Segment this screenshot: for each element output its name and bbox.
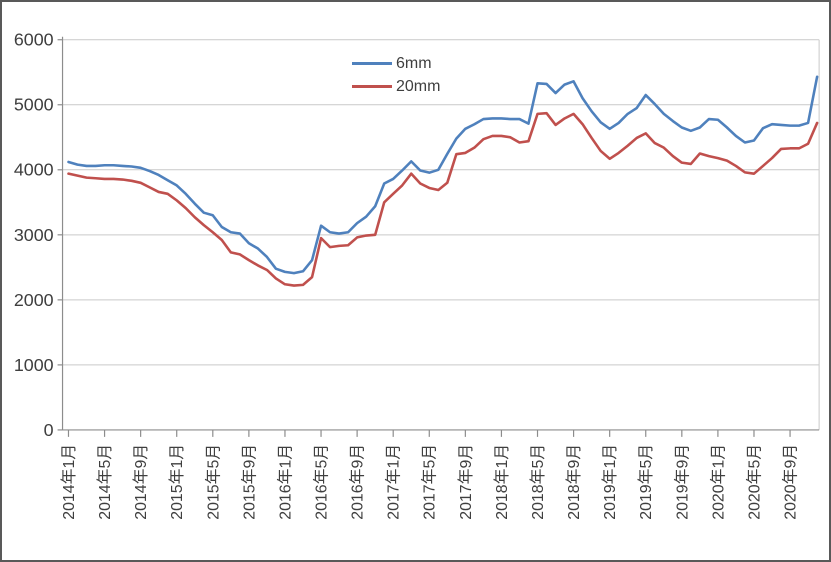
y-tick-label: 2000 <box>14 290 54 310</box>
y-tick-label: 1000 <box>14 355 54 375</box>
x-tick-label: 2017年1月 <box>385 444 403 520</box>
legend-item-6mm: 6mm <box>352 52 440 75</box>
x-tick-label: 2014年5月 <box>96 444 114 520</box>
series-line-20mm <box>67 111 819 287</box>
x-tick-label: 2014年1月 <box>60 444 78 520</box>
x-tick-label: 2018年5月 <box>529 444 547 520</box>
x-tick-label: 2018年9月 <box>565 444 583 520</box>
x-tick-label: 2015年1月 <box>168 444 186 520</box>
y-tick-label: 4000 <box>14 160 54 180</box>
x-tick-label: 2016年5月 <box>312 444 330 520</box>
series-line-6mm <box>67 75 819 275</box>
x-tick-label: 2016年9月 <box>349 444 367 520</box>
x-tick-label: 2020年9月 <box>782 444 800 520</box>
chart-legend: 6mm 20mm <box>352 52 440 98</box>
x-tick-label: 2019年5月 <box>637 444 655 520</box>
x-tick-label: 2017年9月 <box>457 444 475 520</box>
y-tick-label: 5000 <box>14 95 54 115</box>
x-tick-label: 2018年1月 <box>493 444 511 520</box>
legend-line-swatch-6mm <box>352 62 392 65</box>
x-tick-label: 2019年9月 <box>673 444 691 520</box>
x-tick-label: 2015年9月 <box>240 444 258 520</box>
legend-item-20mm: 20mm <box>352 75 440 98</box>
x-tick-label: 2020年5月 <box>745 444 763 520</box>
y-tick-label: 6000 <box>14 30 54 50</box>
legend-line-swatch-20mm <box>352 85 392 88</box>
y-tick-label: 3000 <box>14 225 54 245</box>
legend-label-6mm: 6mm <box>396 54 432 72</box>
x-tick-label: 2017年5月 <box>421 444 439 520</box>
x-tick-label: 2016年1月 <box>276 444 294 520</box>
x-tick-label: 2015年5月 <box>204 444 222 520</box>
x-tick-label: 2020年1月 <box>709 444 727 520</box>
y-tick-label: 0 <box>44 420 54 440</box>
x-tick-label: 2019年1月 <box>601 444 619 520</box>
legend-label-20mm: 20mm <box>396 77 441 95</box>
x-tick-label: 2014年9月 <box>132 444 150 520</box>
